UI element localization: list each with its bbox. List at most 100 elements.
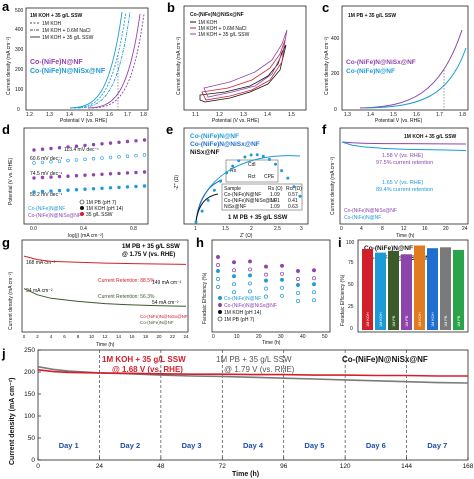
panel-e-xtick-5: 3 <box>300 226 303 232</box>
panel-j-day-label-5: Day 5 <box>304 441 324 450</box>
panel-h-xtick-1: 0 <box>212 334 215 340</box>
panel-f-xtick-3: 8 <box>381 226 384 232</box>
panel-j-series-red <box>37 369 468 377</box>
panel-i-bar-1 <box>362 249 373 330</box>
panel-i-bar-3 <box>388 250 399 330</box>
panel-d-point <box>117 171 121 176</box>
panel-e-xtick-3: 2 <box>250 226 253 232</box>
panel-f-xtick-5: 16 <box>422 226 428 232</box>
panel-e-circuit-cdl: Cdl <box>248 162 256 168</box>
panel-c-xtick-4: 1.6 <box>413 112 420 118</box>
panel-i-catalyst-1: Co-(NiFe)N@NF <box>364 245 413 252</box>
panel-d-point <box>49 160 53 164</box>
panel-c-ytick-3: 400 <box>331 36 340 42</box>
panel-a-catalyst-2: Co-(NiFe)N@NiSx@NF <box>30 68 106 75</box>
panel-d-point <box>49 189 53 193</box>
panel-d-point <box>100 172 104 177</box>
panel-h-data <box>216 255 316 303</box>
panel-d-point <box>125 154 130 158</box>
panel-j-grey-label-1: 1M PB + 35 g/L SSW <box>216 355 292 364</box>
panel-d-catalyst-2: Co-(NiFe)N@NiSx@NF <box>28 213 81 219</box>
panel-h-point <box>248 281 252 286</box>
panel-i-ytick-4: 75 <box>348 260 354 266</box>
panel-e-td-2-2: 1.01 <box>270 198 280 204</box>
panel-c-ytick-1: 0 <box>334 107 337 113</box>
panel-g-xtick-7: 12 <box>102 334 108 339</box>
panel-e-th-3: Rct (Ω) <box>286 186 302 192</box>
panel-a-ylabel: Current density (mA cm⁻²) <box>6 36 12 95</box>
panel-h-point <box>280 277 284 282</box>
panel-g-series-1 <box>23 255 187 265</box>
panel-f-title: 1M KOH + 35 g/L SSW <box>404 134 457 140</box>
panel-d-point <box>91 173 96 177</box>
panel-g-ylabel: Current density (mA cm⁻²) <box>8 271 14 330</box>
panel-a-legend-3: 1M KOH + 35 g/L SSW <box>42 35 94 41</box>
panel-b-ylabel: Current density (mA cm⁻²) <box>176 36 182 95</box>
panel-d-point <box>134 139 138 143</box>
panel-e-point <box>206 198 210 202</box>
panel-h-point <box>296 299 300 303</box>
panel-j-red-label-1: 1M KOH + 35 g/L SSW <box>102 355 186 364</box>
panel-d-ann-2: 60.6 mV dec⁻¹ <box>30 156 63 162</box>
panel-d-xlabel: log(j) (mA cm⁻²) <box>68 233 104 239</box>
panel-a-ytick-2: 100 <box>15 87 24 93</box>
panel-g-xtick-13: 24 <box>183 334 189 339</box>
panel-e-legend-2: Co-(NiFe)N@NiSx@NF <box>190 141 260 148</box>
panel-c: c 1M PB + 35 g/L SSW Co-(NiFe)N@NiSx@NF … <box>322 0 469 124</box>
panel-e-point <box>298 194 302 198</box>
panel-d-point <box>91 157 96 161</box>
panel-d-point <box>117 185 121 190</box>
panel-a: a 1M KOH + 35 g/L SSW 1M KOH 1M KOH + 0.… <box>2 0 149 124</box>
panel-e-point <box>243 155 247 159</box>
panel-g-xtick-9: 16 <box>129 334 135 339</box>
panel-h-legend-2: Co-(NiFe)N@NiSx@NF <box>224 303 277 309</box>
panel-a-frame <box>25 7 149 111</box>
panel-e-point <box>280 169 284 173</box>
panel-f-note2-potential: 1.65 V (vs. RHE) <box>382 180 423 186</box>
panel-g-xlabel: Time (h) <box>96 342 115 348</box>
panel-d-point <box>49 146 53 151</box>
panel-d-point <box>32 190 36 194</box>
panel-h-point <box>232 282 236 287</box>
panel-g-xtick-5: 8 <box>77 334 80 339</box>
panel-d-point <box>91 142 96 147</box>
panel-i-ylabel: Faradaic Efficiency (%) <box>340 274 346 326</box>
panel-h-point <box>312 298 316 303</box>
panel-i-bars: 1M KOH 1M KOH 1M PB 1M PB 1M KOH 1M KOH 1M PB 1… <box>362 245 464 330</box>
panel-f-xlabel: Time (h) <box>396 233 415 239</box>
panel-b-loop-1 <box>199 44 287 103</box>
panel-g-xtick-3: 4 <box>50 334 53 339</box>
panel-h-point <box>248 267 252 272</box>
panel-f-xtick-7: 24 <box>462 226 468 232</box>
panel-h-ylabel: Faradaic Efficiency (%) <box>202 272 208 324</box>
panel-j-day-label-6: Day 6 <box>366 441 386 450</box>
panel-e-point <box>200 209 204 213</box>
panel-d-point <box>83 173 87 177</box>
panel-h-point <box>232 274 236 279</box>
panel-c-ytick-2: 200 <box>331 71 340 77</box>
panel-h-xtick-6: 50 <box>322 334 328 340</box>
panel-b-xtick-1: 1.1 <box>192 112 199 118</box>
panel-h-xlabel: Time (h) <box>262 340 281 346</box>
panel-h-legend-3: 1M KOH (pH 14) <box>224 310 262 316</box>
panel-d-point <box>49 175 53 179</box>
panel-a-xtick-2: 1.3 <box>46 112 53 118</box>
panel-g-xticks: 0 2 4 6 8 10 12 14 16 18 20 22 24 <box>23 334 189 339</box>
panel-h-point <box>248 289 252 294</box>
panel-h-point <box>232 268 236 273</box>
panel-b-legend-1: 1M KOH <box>198 20 218 26</box>
panel-j-xtick-7: 144 <box>401 463 412 470</box>
panel-e-th-1: Sample <box>224 186 241 192</box>
panel-c-xtick-1: 1.3 <box>344 112 351 118</box>
panel-h-point <box>216 255 220 259</box>
panel-j-xlabel: Time (h) <box>232 471 259 478</box>
panel-d-point <box>108 186 113 190</box>
panel-g-end-top: 149 mA cm⁻² <box>152 280 182 286</box>
panel-h-label: h <box>196 235 204 250</box>
panel-e-td-2-3: 0.41 <box>288 198 298 204</box>
panel-c-xlabel: Potential V (vs. RHE) <box>375 118 423 124</box>
panel-b-xtick-5: 1.5 <box>288 112 295 118</box>
panel-c-xtick-2: 1.4 <box>367 112 374 118</box>
panel-g-xtick-2: 2 <box>36 334 39 339</box>
panel-e-table <box>221 183 303 211</box>
